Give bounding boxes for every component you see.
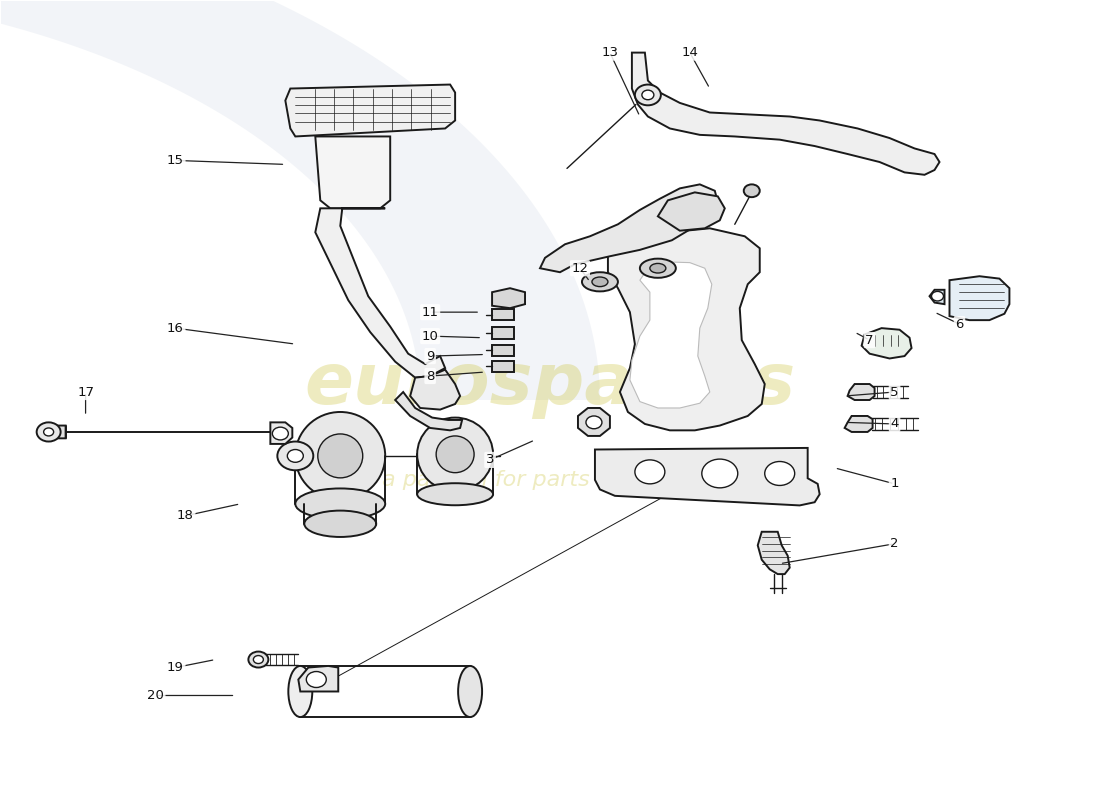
Polygon shape [285, 85, 455, 137]
Circle shape [249, 651, 268, 667]
Circle shape [635, 85, 661, 106]
Polygon shape [578, 408, 609, 436]
Polygon shape [540, 184, 718, 272]
Ellipse shape [650, 263, 666, 273]
Circle shape [642, 90, 653, 100]
Polygon shape [658, 192, 725, 230]
Text: 1: 1 [890, 478, 899, 490]
Circle shape [702, 459, 738, 488]
Polygon shape [492, 288, 525, 308]
Circle shape [635, 460, 664, 484]
Text: 4: 4 [890, 418, 899, 430]
Ellipse shape [640, 258, 675, 278]
Ellipse shape [318, 434, 363, 478]
Circle shape [253, 655, 263, 663]
Ellipse shape [582, 272, 618, 291]
Text: 17: 17 [77, 386, 95, 398]
Text: 12: 12 [572, 262, 588, 274]
Circle shape [306, 671, 327, 687]
Ellipse shape [305, 510, 376, 537]
Polygon shape [492, 345, 514, 356]
Ellipse shape [288, 666, 312, 717]
Circle shape [273, 427, 288, 440]
Polygon shape [298, 666, 339, 691]
Polygon shape [492, 309, 514, 320]
Circle shape [36, 422, 60, 442]
Text: 18: 18 [177, 510, 194, 522]
Polygon shape [930, 290, 945, 304]
Text: a passion for parts since 1995: a passion for parts since 1995 [382, 470, 718, 490]
Polygon shape [39, 426, 66, 438]
Circle shape [44, 428, 54, 436]
Polygon shape [631, 53, 939, 174]
Polygon shape [492, 361, 514, 372]
Polygon shape [0, 0, 600, 400]
Text: 13: 13 [602, 46, 618, 59]
Ellipse shape [458, 666, 482, 717]
Text: 6: 6 [955, 318, 964, 330]
Polygon shape [608, 228, 764, 430]
Text: 7: 7 [866, 334, 873, 346]
Circle shape [932, 291, 944, 301]
Ellipse shape [417, 418, 493, 491]
Ellipse shape [295, 489, 385, 519]
Circle shape [277, 442, 313, 470]
Polygon shape [395, 392, 462, 430]
Polygon shape [758, 532, 790, 574]
Circle shape [586, 416, 602, 429]
Text: 16: 16 [167, 322, 184, 334]
Polygon shape [316, 208, 446, 378]
Polygon shape [949, 276, 1010, 320]
Text: 10: 10 [421, 330, 439, 342]
Text: 19: 19 [167, 661, 184, 674]
Text: 3: 3 [486, 454, 494, 466]
Polygon shape [492, 327, 514, 338]
Text: 2: 2 [890, 538, 899, 550]
Ellipse shape [436, 436, 474, 473]
Text: 8: 8 [426, 370, 434, 382]
Text: 20: 20 [147, 689, 164, 702]
Polygon shape [845, 416, 872, 432]
Polygon shape [861, 328, 912, 358]
Circle shape [287, 450, 304, 462]
Polygon shape [316, 137, 390, 208]
Ellipse shape [295, 412, 385, 500]
Text: 5: 5 [890, 386, 899, 398]
Text: 14: 14 [681, 46, 698, 59]
Ellipse shape [592, 277, 608, 286]
Polygon shape [410, 370, 460, 410]
Polygon shape [630, 262, 712, 408]
Text: 11: 11 [421, 306, 439, 318]
Circle shape [744, 184, 760, 197]
Circle shape [764, 462, 794, 486]
Text: 9: 9 [426, 350, 434, 362]
Polygon shape [271, 422, 293, 444]
Polygon shape [595, 448, 820, 506]
Text: eurospartes: eurospartes [305, 350, 795, 418]
Polygon shape [848, 384, 874, 400]
Ellipse shape [417, 483, 493, 506]
Text: 15: 15 [167, 154, 184, 167]
